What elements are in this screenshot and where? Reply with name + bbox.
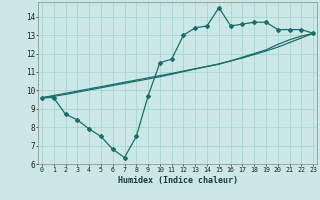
X-axis label: Humidex (Indice chaleur): Humidex (Indice chaleur) bbox=[118, 176, 238, 185]
